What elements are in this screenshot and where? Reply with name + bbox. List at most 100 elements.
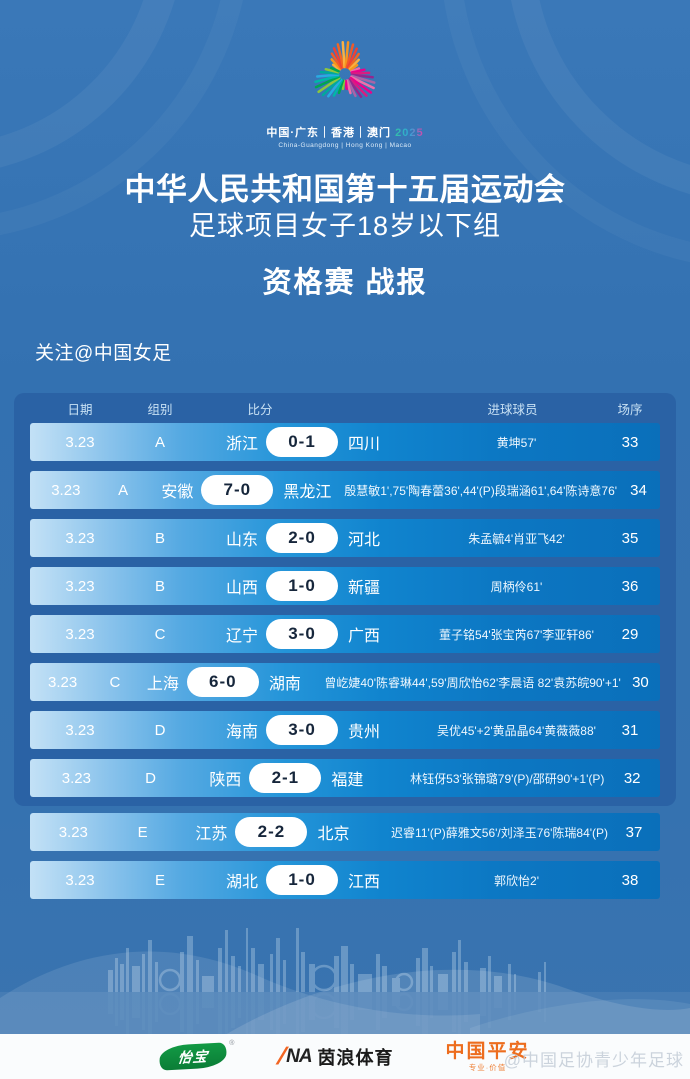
match-order: 30 <box>632 673 649 691</box>
cestbon-logo: 怡宝 ® <box>158 1040 234 1071</box>
games-emblem: 中国·广东｜香港｜澳门 2025 China-Guangdong | Hong … <box>0 30 690 149</box>
match-order: 31 <box>621 721 639 739</box>
home-team: 浙江 <box>225 436 258 453</box>
table-header: 日期 组别 比分 进球球员 场序 <box>14 393 676 423</box>
score-pill: 1-0 <box>266 571 338 601</box>
goal-scorers: 曾屹婕40'陈睿琳44',59'周欣怡62'李晨语 82'袁苏皖90'+1' <box>324 675 621 690</box>
match-order: 29 <box>621 625 639 643</box>
home-team: 海南 <box>225 724 258 741</box>
match-group: A <box>154 433 165 451</box>
away-team: 河北 <box>348 532 381 549</box>
sponsor-bar: 怡宝 ® / NA 茵浪体育 中国平安 专业·价值 <box>0 1034 690 1079</box>
match-order: 37 <box>625 823 643 841</box>
match-group: B <box>154 577 165 595</box>
main-title: 中华人民共和国第十五届运动会 <box>124 172 566 207</box>
cestbon-flag-icon: 怡宝 <box>158 1042 229 1071</box>
sub-title: 足球项目女子18岁以下组 <box>188 211 502 241</box>
away-team: 四川 <box>348 436 381 453</box>
pingan-logo: 中国平安 专业·价值 <box>446 1042 530 1072</box>
rows-in-panel: 3.23 A 浙江 0-1 四川 黄坤57' 33 3.23 A 安徽 7-0 … <box>14 423 676 797</box>
match-date: 3.23 <box>65 871 95 889</box>
pingan-name: 中国平安 <box>445 1040 530 1062</box>
match-date: 3.23 <box>61 769 91 787</box>
home-team: 上海 <box>146 676 179 693</box>
match-order: 32 <box>623 769 641 787</box>
ina-sports-logo: / NA 茵浪体育 <box>276 1043 394 1071</box>
away-team: 北京 <box>317 826 350 843</box>
score-pill: 3-0 <box>266 619 338 649</box>
match-group: D <box>154 721 166 739</box>
score-pill: 3-0 <box>266 715 338 745</box>
match-row: 3.23 E 湖北 1-0 江西 郭欣怡2' 38 <box>30 861 660 899</box>
firework-logo-icon <box>314 41 376 99</box>
home-team: 辽宁 <box>225 628 258 645</box>
home-team: 陕西 <box>209 772 242 789</box>
ina-name: 茵浪体育 <box>317 1047 394 1068</box>
section-title: 资格赛 战报 <box>262 267 428 299</box>
col-date: 日期 <box>67 402 93 417</box>
goal-scorers: 郭欣怡2' <box>494 873 539 888</box>
score-pill: 2-2 <box>235 817 308 847</box>
match-group: C <box>109 673 121 691</box>
match-date: 3.23 <box>65 529 95 547</box>
match-order: 33 <box>621 433 639 451</box>
match-row: 3.23 E 江苏 2-2 北京 迟睿11'(P)薛雅文56'/刘泽玉76'陈瑞… <box>30 813 660 851</box>
emblem-english-line: China-Guangdong | Hong Kong | Macao <box>278 142 412 149</box>
match-group: A <box>118 481 129 499</box>
away-team: 湖南 <box>268 676 301 693</box>
match-date: 3.23 <box>65 577 95 595</box>
col-order: 场序 <box>617 402 643 417</box>
score-pill: 0-1 <box>266 427 338 457</box>
away-team: 江西 <box>348 874 381 891</box>
away-team: 贵州 <box>348 724 381 741</box>
match-group: E <box>137 823 148 841</box>
home-team: 山东 <box>225 532 258 549</box>
match-row: 3.23 D 陕西 2-1 福建 林钰伢53'张锦璐79'(P)/邵研90'+1… <box>30 759 660 797</box>
goal-scorers: 朱孟毓4'肖亚飞42' <box>468 531 565 546</box>
pingan-slogan: 专业·价值 <box>468 1062 507 1072</box>
match-row: 3.23 B 山东 2-0 河北 朱孟毓4'肖亚飞42' 35 <box>30 519 660 557</box>
home-team: 山西 <box>225 580 258 597</box>
goal-scorers: 殷慧敏1',75'陶春蕾36',44'(P)段瑞涵61',64'陈诗意76' <box>344 483 618 498</box>
score-pill: 6-0 <box>186 667 259 697</box>
follow-label: 关注@中国女足 <box>35 343 172 364</box>
match-group: D <box>145 769 156 787</box>
home-team: 安徽 <box>161 484 194 501</box>
goal-scorers: 黄坤57' <box>496 435 537 450</box>
match-row: 3.23 B 山西 1-0 新疆 周柄伶61' 36 <box>30 567 660 605</box>
score-pill: 7-0 <box>201 475 274 505</box>
match-date: 3.23 <box>65 625 95 643</box>
match-row: 3.23 C 辽宁 3-0 广西 董子铭54'张宝芮67'李亚轩86' 29 <box>30 615 660 653</box>
emblem-region-line: 中国·广东｜香港｜澳门 2025 <box>266 127 424 139</box>
match-group: E <box>154 871 165 889</box>
away-team: 广西 <box>348 628 381 645</box>
match-date: 3.23 <box>58 823 88 841</box>
score-pill: 1-0 <box>266 865 338 895</box>
match-date: 3.23 <box>65 721 95 739</box>
away-team: 福建 <box>331 772 364 789</box>
match-order: 36 <box>621 577 639 595</box>
match-date: 3.23 <box>48 673 78 691</box>
col-group: 组别 <box>147 402 173 417</box>
match-order: 35 <box>621 529 639 547</box>
match-date: 3.23 <box>65 433 95 451</box>
match-group: B <box>154 529 165 547</box>
watermark: @中国足协青少年足球 <box>503 1051 684 1070</box>
results-panel: 日期 组别 比分 进球球员 场序 3.23 A 浙江 0-1 四川 黄坤57' … <box>14 393 676 806</box>
away-team: 黑龙江 <box>283 484 332 501</box>
emblem-year: 2025 <box>395 127 424 139</box>
match-row: 3.23 A 浙江 0-1 四川 黄坤57' 33 <box>30 423 660 461</box>
match-row: 3.23 D 海南 3-0 贵州 吴优45'+2'黄品晶64'黄薇薇88' 31 <box>30 711 660 749</box>
goal-scorers: 董子铭54'张宝芮67'李亚轩86' <box>439 627 594 642</box>
match-row: 3.23 A 安徽 7-0 黑龙江 殷慧敏1',75'陶春蕾36',44'(P)… <box>30 471 660 509</box>
match-date: 3.23 <box>51 481 81 499</box>
score-pill: 2-1 <box>249 763 322 793</box>
home-team: 江苏 <box>195 826 228 843</box>
away-team: 新疆 <box>348 580 381 597</box>
city-skyline <box>108 928 548 1034</box>
goal-scorers: 周柄伶61' <box>490 579 543 594</box>
goal-scorers: 迟睿11'(P)薛雅文56'/刘泽玉76'陈瑞84'(P) <box>391 825 609 840</box>
rows-outside-panel: 3.23 E 江苏 2-2 北京 迟睿11'(P)薛雅文56'/刘泽玉76'陈瑞… <box>30 813 660 909</box>
col-scorers: 进球球员 <box>487 402 538 417</box>
